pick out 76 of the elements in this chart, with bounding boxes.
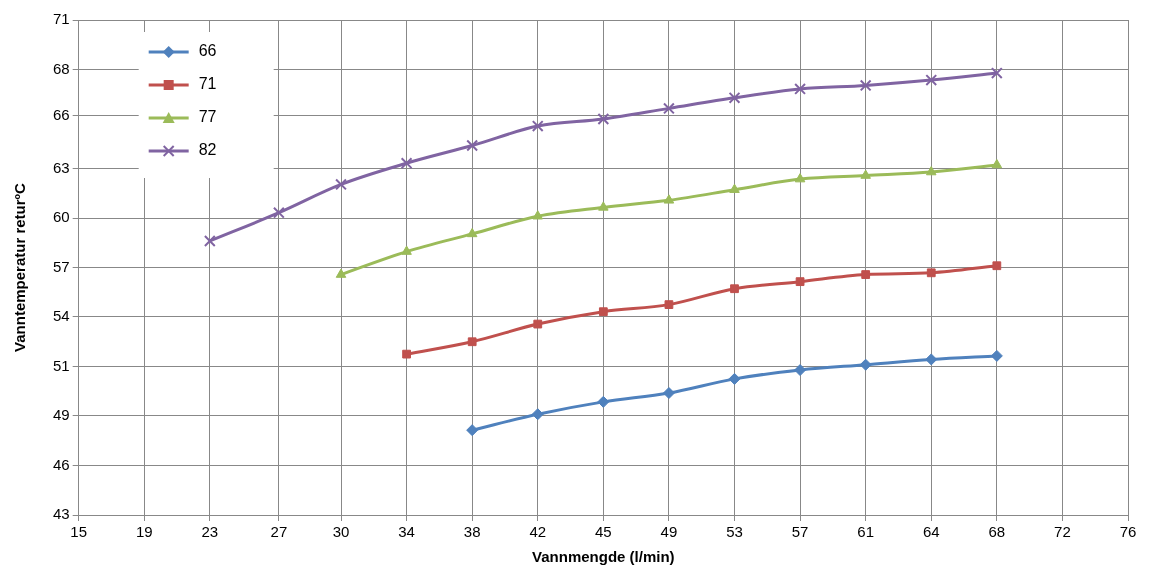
y-tick-label: 46 (53, 455, 70, 473)
point (531, 120, 544, 133)
point (728, 91, 741, 104)
point (400, 157, 413, 170)
x-tick-label: 23 (201, 523, 219, 541)
legend-label: 82 (198, 141, 217, 159)
point (532, 210, 544, 220)
point (664, 300, 674, 310)
y-tick-label: 68 (53, 59, 70, 77)
point (991, 158, 1003, 169)
point (662, 387, 675, 400)
x-tick-label: 42 (529, 523, 547, 541)
point (925, 353, 938, 366)
point (990, 67, 1003, 79)
x-tick-label: 45 (595, 523, 612, 541)
y-axis-title: Vanntemperatur returºC (11, 182, 29, 352)
point (598, 201, 609, 211)
point (531, 408, 544, 421)
x-axis-title: Vannmengde (l/min) (532, 548, 675, 566)
point (335, 178, 347, 191)
x-tick-label: 68 (988, 523, 1006, 541)
point (402, 349, 411, 359)
x-tick-label: 76 (1119, 523, 1137, 541)
x-tick-label: 19 (135, 523, 153, 541)
point (335, 268, 347, 278)
point (794, 364, 807, 377)
point (663, 194, 675, 204)
point (467, 337, 477, 347)
point (859, 79, 872, 92)
point (795, 277, 805, 287)
point (401, 245, 412, 255)
point (533, 319, 543, 329)
x-tick-label: 53 (726, 523, 743, 541)
point (925, 74, 938, 87)
y-tick-label: 60 (53, 208, 70, 226)
point (597, 395, 610, 408)
point (662, 102, 675, 115)
y-tick-label: 54 (53, 307, 70, 325)
y-tick-label: 57 (53, 257, 70, 275)
y-tick-label: 49 (53, 406, 70, 424)
point (466, 139, 479, 152)
x-tick-label: 64 (922, 523, 940, 541)
y-tick-label: 71 (53, 10, 70, 28)
point (794, 173, 806, 183)
x-tick-label: 61 (857, 523, 875, 541)
point (859, 358, 872, 371)
point (926, 268, 936, 278)
y-tick-label: 43 (53, 505, 70, 523)
point (794, 83, 807, 95)
legend-label: 71 (198, 75, 217, 93)
x-tick-label: 30 (332, 523, 350, 541)
x-tick-label: 49 (660, 523, 678, 541)
x-tick-label: 27 (270, 523, 288, 541)
y-tick-label: 63 (53, 158, 70, 176)
point (597, 113, 610, 125)
point (598, 307, 608, 317)
x-tick-label: 72 (1054, 523, 1071, 541)
point (203, 235, 216, 247)
legend-label: 77 (198, 108, 217, 126)
legend-label: 66 (198, 42, 217, 60)
point (861, 270, 871, 279)
point (728, 372, 741, 385)
x-tick-label: 57 (791, 523, 809, 541)
y-tick-label: 66 (53, 105, 70, 123)
point (466, 424, 479, 437)
x-tick-label: 38 (463, 523, 481, 541)
point (925, 166, 937, 176)
point (729, 183, 740, 193)
x-tick-label: 34 (398, 523, 415, 541)
x-tick-label: 15 (70, 523, 88, 541)
point (730, 284, 739, 294)
point (860, 169, 871, 179)
point (992, 261, 1002, 271)
point (466, 227, 478, 238)
y-tick-label: 51 (53, 356, 70, 374)
point (272, 206, 285, 219)
